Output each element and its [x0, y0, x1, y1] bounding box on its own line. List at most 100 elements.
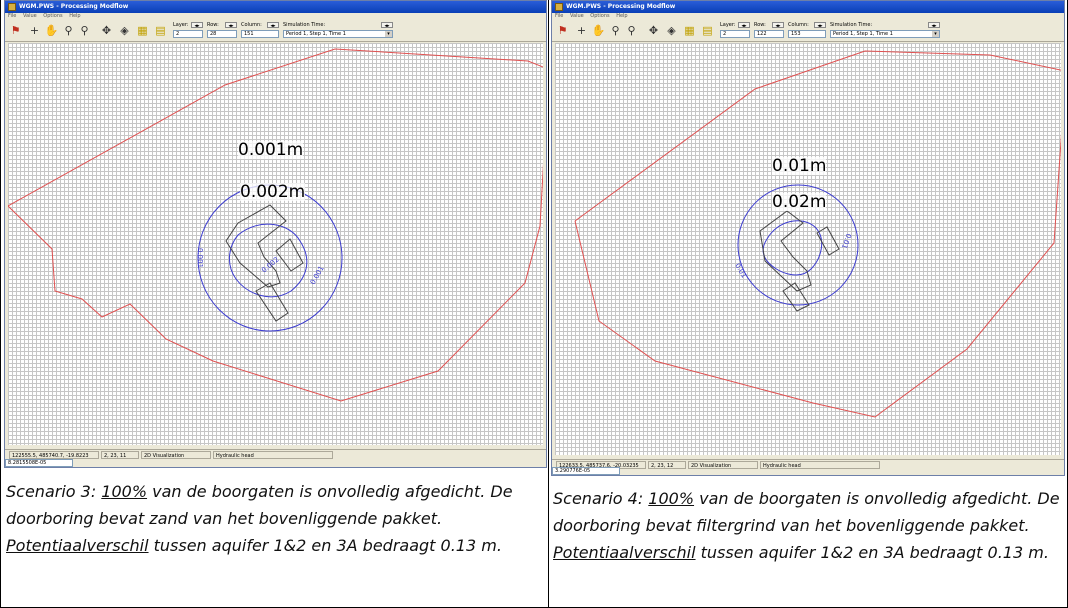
model-canvas[interactable]: 0.01 0.01 0.01m 0.02m [555, 43, 1061, 455]
contour-outer [737, 184, 859, 306]
well-outline [759, 210, 812, 292]
layer-spin[interactable]: ◂▸ [191, 22, 203, 29]
target-icon[interactable]: ◈ [120, 24, 129, 37]
well-outline [225, 204, 287, 288]
contour-inner [229, 223, 308, 298]
modflow-window-2: WGM.PWS - Processing Modflow File Value … [551, 0, 1065, 476]
row-color-icon[interactable]: ▤ [702, 24, 713, 37]
model-boundary [574, 50, 1061, 418]
contour-outer [197, 184, 343, 332]
layer-field[interactable]: 2 [173, 30, 203, 38]
exit-icon[interactable]: ⚑ [557, 24, 568, 37]
contour-inline-label: 0.01 [733, 262, 748, 280]
target-icon[interactable]: ◈ [667, 24, 676, 37]
column-spin[interactable]: ◂▸ [814, 22, 826, 29]
menu-value[interactable]: Value [22, 13, 37, 19]
layer-label: Layer: [720, 22, 736, 28]
move-icon[interactable]: ✥ [648, 24, 659, 37]
caption-scenario-3: Scenario 3: 100% van de boorgaten is onv… [6, 478, 546, 559]
layer-spin[interactable]: ◂▸ [738, 22, 750, 29]
well-foot [255, 282, 289, 322]
menu-options[interactable]: Options [43, 13, 63, 19]
zoom-out-icon[interactable]: ⚲ [627, 24, 636, 37]
zoom-in-icon[interactable]: ⚲ [611, 24, 620, 37]
sim-time-spin[interactable]: ◂▸ [381, 22, 393, 29]
scenario-4-cell: WGM.PWS - Processing Modflow File Value … [549, 0, 1068, 608]
caption-suffix: tussen aquifer 1&2 en 3A bedraagt 0.13 m… [695, 543, 1049, 562]
caption-prefix: Scenario 4: [553, 489, 649, 508]
row-field[interactable]: 28 [207, 30, 237, 38]
row-spin[interactable]: ◂▸ [772, 22, 784, 29]
column-field[interactable]: 153 [788, 30, 826, 38]
move-icon[interactable]: ✥ [101, 24, 112, 37]
toolbar: ⚑ + ✋ ⚲ ⚲ ✥ ◈ ▦ ▤ Layer: ◂▸ 2 Row: ◂▸ 28… [5, 20, 546, 42]
well-arm [816, 226, 840, 256]
menu-file[interactable]: File [555, 13, 564, 19]
caption-percent: 100% [101, 482, 148, 501]
chevron-down-icon[interactable]: ▾ [385, 31, 392, 37]
scenario-3-cell: WGM.PWS - Processing Modflow File Value … [0, 0, 549, 608]
well-foot [782, 282, 810, 312]
caption-scenario-4: Scenario 4: 100% van de boorgaten is onv… [553, 485, 1065, 566]
contour-plot: 0.001 0.002 0.001 [8, 48, 543, 402]
contour-inline-label: 0.01 [840, 232, 853, 249]
menu-value[interactable]: Value [569, 13, 584, 19]
cursor-cross-icon[interactable]: + [29, 24, 40, 37]
menu-help[interactable]: Help [69, 13, 81, 19]
model-boundary [8, 48, 543, 402]
row-color-icon[interactable]: ▤ [155, 24, 166, 37]
menu-options[interactable]: Options [590, 13, 610, 19]
column-color-icon[interactable]: ▦ [684, 24, 695, 37]
head-value-field: 8.2815508E-05 [5, 459, 73, 467]
sim-time-spin[interactable]: ◂▸ [928, 22, 940, 29]
sim-time-select[interactable]: Period 1, Step 1, Time 1 ▾ [283, 30, 393, 38]
row-label: Row: [207, 22, 219, 28]
column-field[interactable]: 151 [241, 30, 279, 38]
status-mode: 2D Visualization [141, 451, 211, 459]
status-coords: 122555.5, 485740.7, -19.8223 [9, 451, 99, 459]
contour-inline-label: 0.001 [309, 265, 326, 286]
hand-pan-icon[interactable]: ✋ [44, 24, 59, 37]
hand-pan-icon[interactable]: ✋ [591, 24, 606, 37]
column-color-icon[interactable]: ▦ [137, 24, 148, 37]
cursor-cross-icon[interactable]: + [576, 24, 587, 37]
caption-potential: Potentiaalverschil [6, 536, 149, 555]
title-bar: WGM.PWS - Processing Modflow [552, 1, 1064, 13]
status-bar: 122555.5, 485740.7, -19.8223 2, 23, 11 2… [5, 449, 546, 459]
model-canvas[interactable]: 0.001 0.002 0.001 0.001m 0.002m [8, 43, 543, 445]
sim-time-value: Period 1, Step 1, Time 1 [286, 31, 346, 37]
contour-label-outer: 0.001m [238, 140, 304, 160]
caption-prefix: Scenario 3: [6, 482, 102, 501]
caption-body: van de boorgaten is onvolledig afgedicht… [553, 489, 1060, 535]
head-value-field: 3.290776E-05 [552, 467, 620, 475]
contour-inline-label: 0.002 [260, 256, 280, 275]
window-title: WGM.PWS - Processing Modflow [566, 3, 676, 10]
row-field[interactable]: 122 [754, 30, 784, 38]
contour-label-inner: 0.002m [240, 182, 306, 202]
chevron-down-icon[interactable]: ▾ [932, 31, 939, 37]
menu-help[interactable]: Help [616, 13, 628, 19]
caption-percent: 100% [648, 489, 695, 508]
status-cell: 2, 23, 11 [101, 451, 139, 459]
contour-inner [762, 220, 823, 276]
zoom-in-icon[interactable]: ⚲ [64, 24, 73, 37]
exit-icon[interactable]: ⚑ [10, 24, 21, 37]
zoom-out-icon[interactable]: ⚲ [80, 24, 89, 37]
caption-body: van de boorgaten is onvolledig afgedicht… [6, 482, 513, 528]
column-spin[interactable]: ◂▸ [267, 22, 279, 29]
menu-file[interactable]: File [8, 13, 17, 19]
well-arm [275, 238, 304, 272]
caption-suffix: tussen aquifer 1&2 en 3A bedraagt 0.13 m… [148, 536, 502, 555]
layer-label: Layer: [173, 22, 189, 28]
sim-time-label: Simulation Time: [830, 22, 873, 28]
contour-plot: 0.01 0.01 [574, 50, 1061, 418]
toolbar: ⚑ + ✋ ⚲ ⚲ ✥ ◈ ▦ ▤ Layer: ◂▸ 2 Row: ◂▸ 12… [552, 20, 1064, 42]
menu-bar: File Value Options Help [5, 13, 546, 20]
caption-potential: Potentiaalverschil [553, 543, 696, 562]
status-cell: 2, 23, 12 [648, 461, 686, 469]
status-bar: 122633.5, 485737.6, -20.03235 2, 23, 12 … [552, 459, 1064, 469]
sim-time-select[interactable]: Period 1, Step 1, Time 1 ▾ [830, 30, 940, 38]
status-value-type: Hydraulic head [213, 451, 333, 459]
row-spin[interactable]: ◂▸ [225, 22, 237, 29]
layer-field[interactable]: 2 [720, 30, 750, 38]
